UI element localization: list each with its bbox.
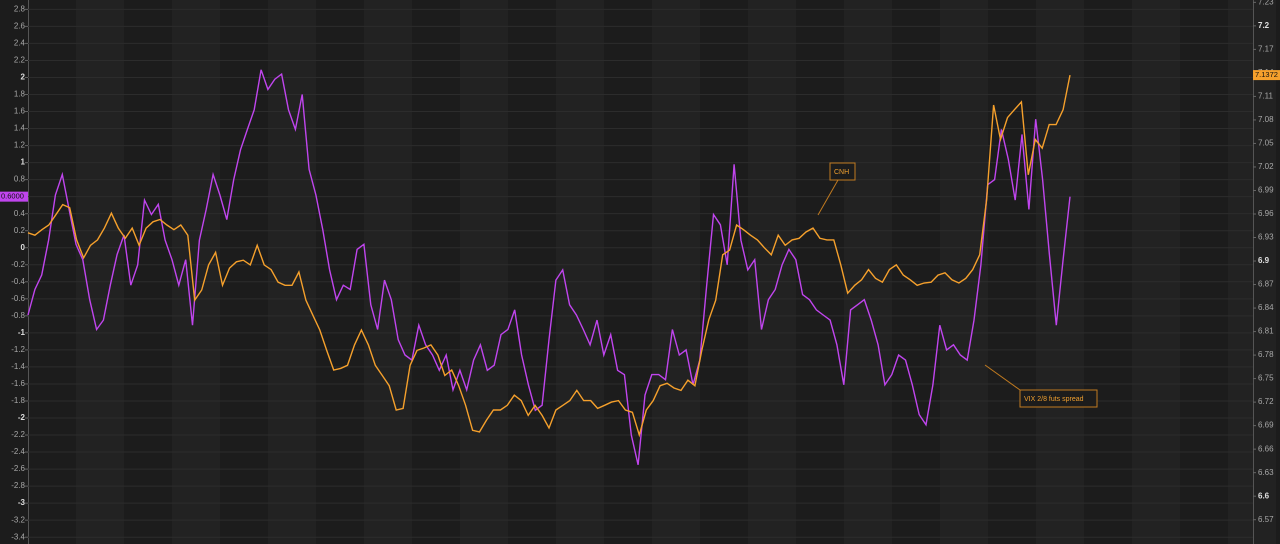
y-tick-label: 0 — [21, 243, 26, 252]
y-tick-label: 1.8 — [14, 90, 26, 99]
stripe — [844, 0, 892, 544]
y2-tick-label: 6.87 — [1258, 280, 1274, 289]
y-tick-label: 1.6 — [14, 107, 26, 116]
series-name: VIX 2/8 futs spread — [1024, 396, 1084, 403]
y2-tick-label: 7.11 — [1258, 92, 1274, 101]
y2-tick-label: 6.99 — [1258, 186, 1274, 195]
callout-box — [829, 162, 856, 181]
y2-tick-label: 6.6 — [1258, 491, 1270, 500]
y-tick-label: 2.2 — [14, 56, 26, 65]
y-tick-label: -0.8 — [11, 311, 25, 320]
y2-tick-label: 7.17 — [1258, 44, 1274, 53]
y2-tick-label: 6.57 — [1258, 515, 1274, 524]
y-tick-label: -1.6 — [11, 379, 25, 388]
last-value-tag — [0, 191, 28, 202]
y2-tick-label: 6.72 — [1258, 397, 1274, 406]
stripe — [652, 0, 700, 544]
y2-tick-label: 6.93 — [1258, 233, 1274, 242]
callout-box — [1019, 389, 1098, 408]
y-tick-label: 2.4 — [14, 39, 26, 48]
y2-tick-label: 6.78 — [1258, 350, 1274, 359]
stripe — [1228, 0, 1276, 544]
stripe — [460, 0, 508, 544]
y-tick-label: -3 — [18, 498, 26, 507]
stripe — [1132, 0, 1180, 544]
y-tick-label: 2.8 — [14, 4, 26, 13]
stripe — [268, 0, 316, 544]
series-line — [27, 69, 1071, 465]
callout-line — [984, 364, 1021, 391]
y-tick-label: -1 — [18, 328, 26, 337]
y-tick-label: 0.2 — [14, 226, 26, 235]
y2-tick-label: 6.96 — [1258, 209, 1274, 218]
y-tick-label: -1.2 — [11, 345, 25, 354]
y-tick-label: -2.6 — [11, 464, 25, 473]
y-tick-label: -3.4 — [11, 532, 25, 541]
stripe — [940, 0, 988, 544]
stripe — [1036, 0, 1084, 544]
stripe — [364, 0, 412, 544]
y-tick-label: 1.2 — [14, 141, 26, 150]
y-tick-label: 0.4 — [14, 209, 26, 218]
y-tick-label: -2.2 — [11, 430, 25, 439]
y-tick-label: 2.6 — [14, 22, 26, 31]
y-tick-label: -0.4 — [11, 277, 25, 286]
y-tick-label: -2.4 — [11, 447, 25, 456]
callout-line — [817, 179, 839, 216]
y2-tick-label: 6.75 — [1258, 374, 1274, 383]
last-value-tag — [1253, 70, 1280, 81]
y-tick-label: -3.2 — [11, 515, 25, 524]
last-value-label: 7.1372 — [1255, 70, 1278, 79]
y2-tick-label: 7.23 — [1258, 0, 1274, 6]
y2-tick-label: 6.66 — [1258, 444, 1274, 453]
stripe — [76, 0, 124, 544]
stripe — [556, 0, 604, 544]
y-tick-label: 1.4 — [14, 124, 26, 133]
stripe — [172, 0, 220, 544]
y2-tick-label: 6.9 — [1258, 256, 1270, 265]
y2-tick-label: 6.81 — [1258, 327, 1274, 336]
y2-tick-label: 7.05 — [1258, 139, 1274, 148]
y-tick-label: -2.8 — [11, 481, 25, 490]
y2-tick-label: 6.63 — [1258, 468, 1274, 477]
y-tick-label: 1 — [21, 158, 26, 167]
y-tick-label: -1.8 — [11, 396, 25, 405]
y-tick-label: -2 — [18, 413, 26, 422]
y-tick-label: -1.4 — [11, 362, 25, 371]
series-line — [27, 74, 1071, 438]
y-tick-label: -0.6 — [11, 294, 25, 303]
y2-tick-label: 7.02 — [1258, 162, 1274, 171]
y2-tick-label: 6.69 — [1258, 421, 1274, 430]
y2-tick-label: 6.84 — [1258, 303, 1274, 312]
y-tick-label: -0.2 — [11, 260, 25, 269]
last-value-label: 0.6000 — [1, 192, 24, 201]
y2-tick-label: 7.08 — [1258, 115, 1274, 124]
y-tick-label: 0.8 — [14, 175, 26, 184]
series-name: CNH — [834, 169, 849, 176]
y2-tick-label: 7.2 — [1258, 21, 1270, 30]
y-tick-label: 2 — [21, 73, 26, 82]
